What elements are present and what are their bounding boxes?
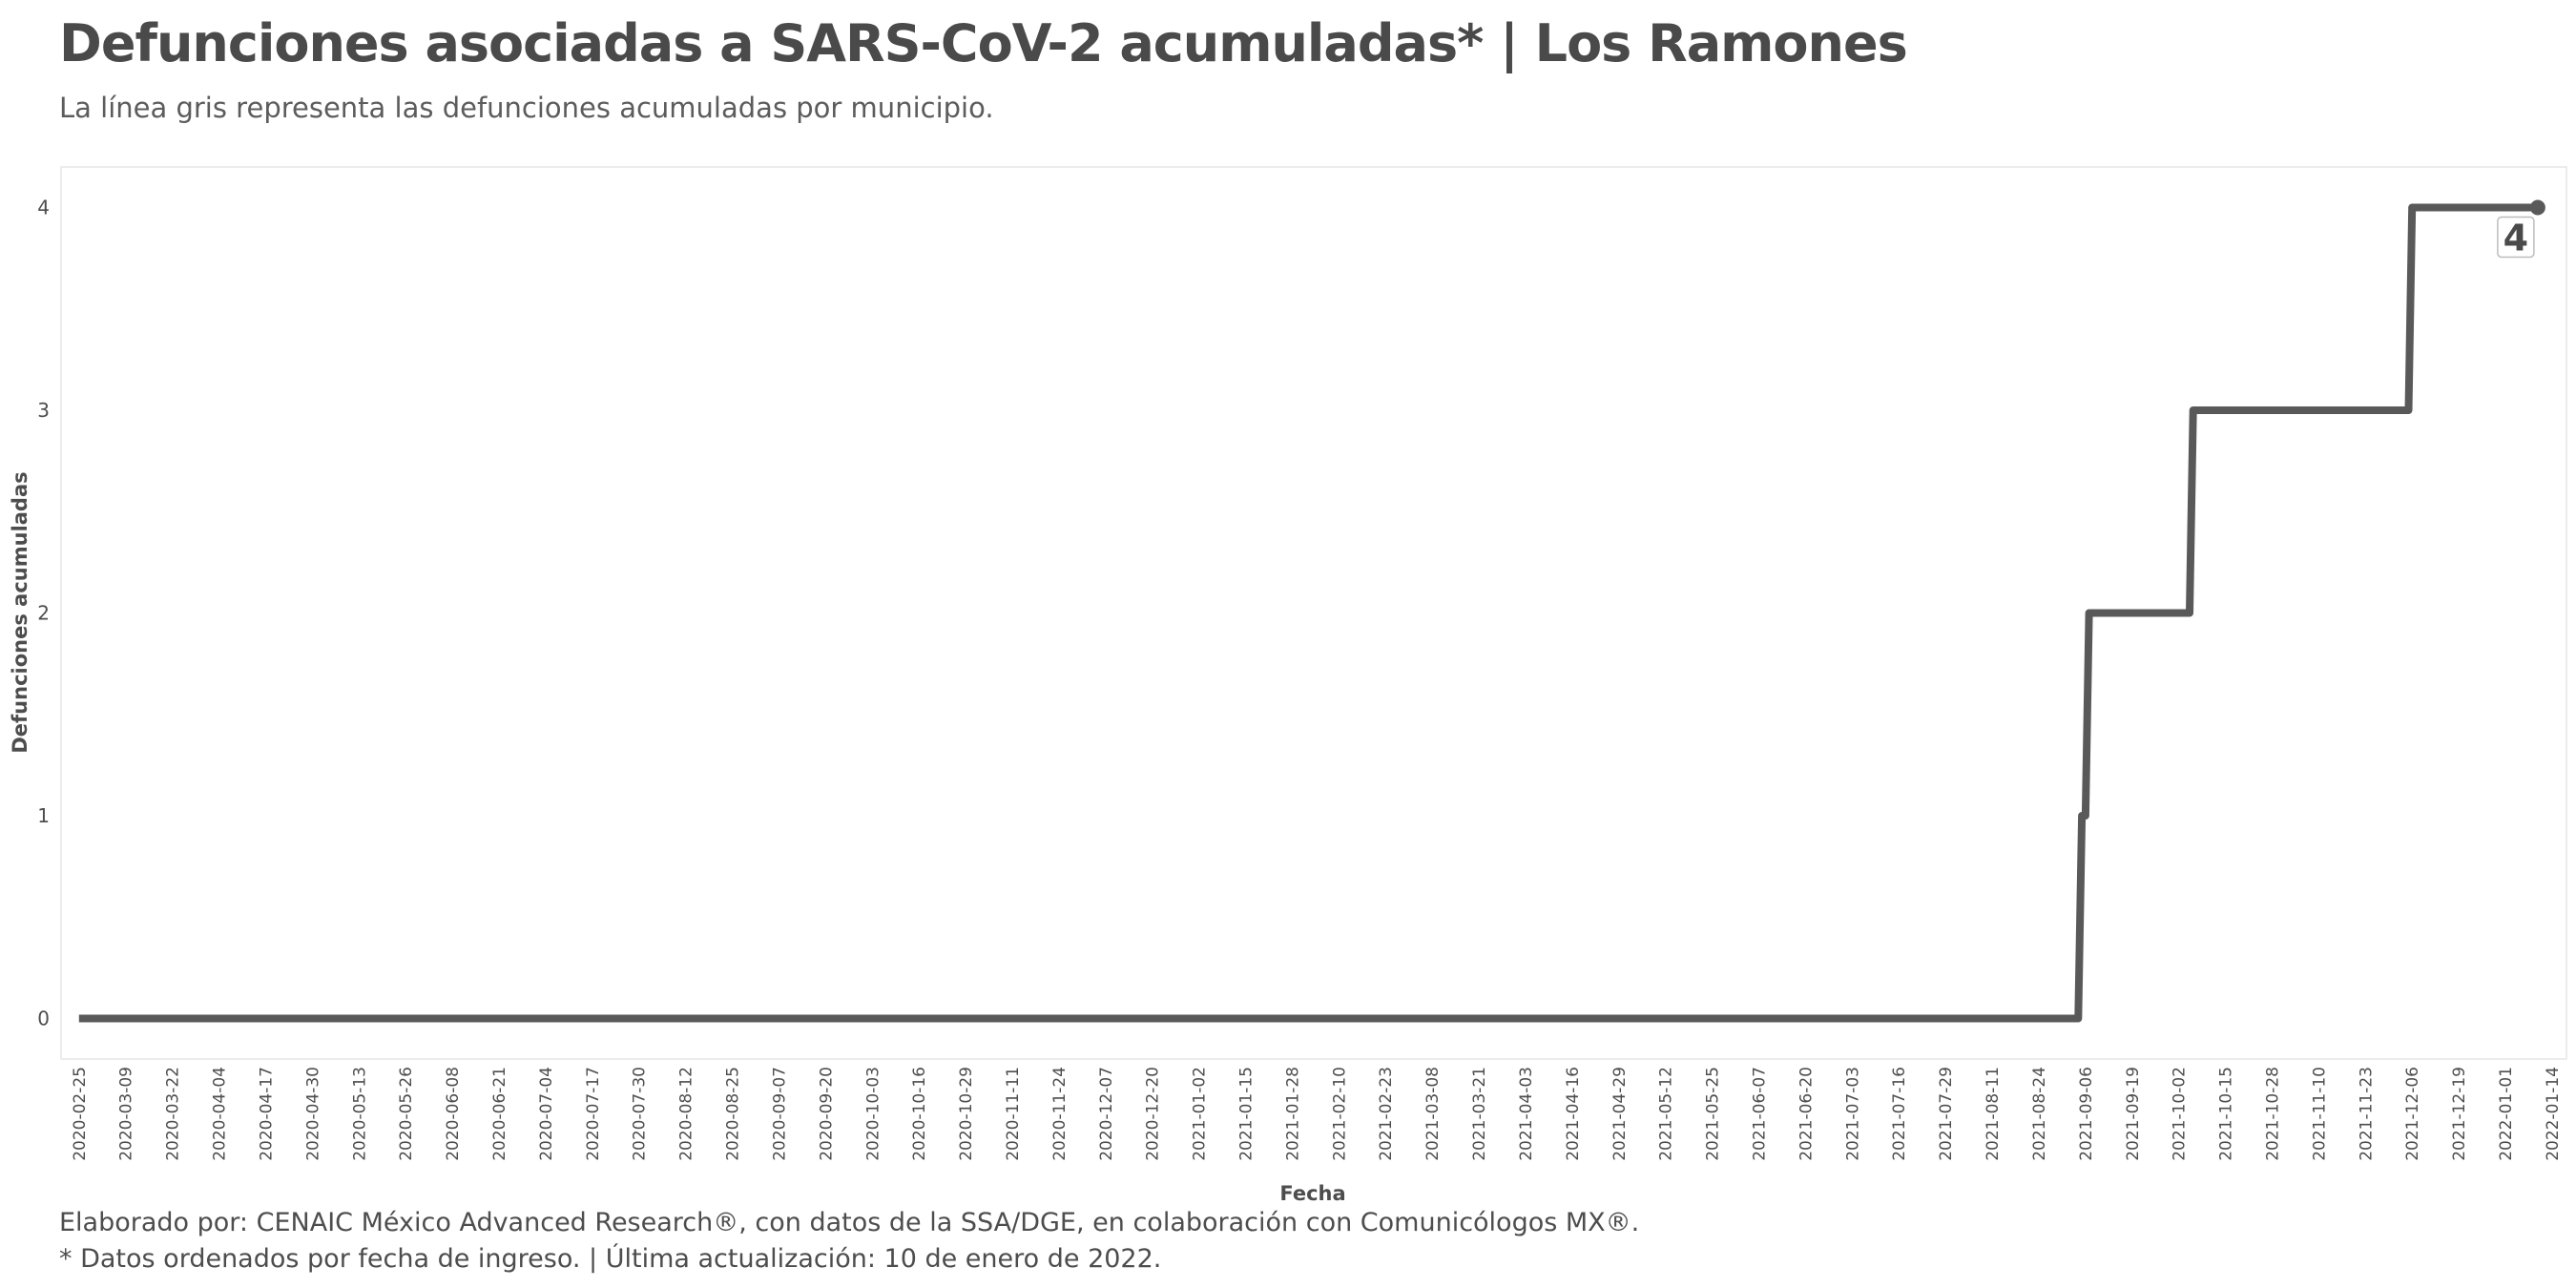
x-tick-label: 2021-11-23 (2357, 1067, 2376, 1161)
x-tick-label: 2020-12-20 (1144, 1067, 1163, 1161)
x-tick-label: 2020-04-30 (303, 1067, 322, 1161)
x-tick-label: 2020-03-22 (164, 1067, 183, 1161)
y-tick-label: 1 (37, 804, 50, 827)
x-tick-label: 2021-10-28 (2264, 1067, 2283, 1161)
x-tick-label: 2020-07-30 (631, 1067, 650, 1161)
series-layer: 4 (78, 199, 2545, 1023)
chart-subtitle: La línea gris representa las defunciones… (59, 92, 994, 124)
x-tick-label: 2021-08-11 (1984, 1067, 2003, 1161)
x-tick-label: 2021-04-29 (1610, 1067, 1630, 1161)
caption-note: * Datos ordenados por fecha de ingreso. … (59, 1244, 1162, 1274)
x-tick-label: 2020-09-20 (817, 1067, 836, 1161)
y-tick-label: 3 (37, 399, 50, 422)
x-tick-label: 2021-11-10 (2310, 1067, 2329, 1161)
caption-source: Elaborado por: CENAIC México Advanced Re… (59, 1208, 1640, 1237)
y-tick-label: 0 (37, 1008, 50, 1030)
y-tick-label: 4 (37, 197, 50, 219)
x-tick-label: 2021-03-08 (1423, 1067, 1443, 1161)
x-tick-label: 2021-07-16 (1890, 1067, 1909, 1161)
x-tick-label: 2022-01-14 (2544, 1067, 2563, 1161)
x-tick-label: 2021-01-28 (1283, 1067, 1302, 1161)
x-tick-label: 2021-05-12 (1657, 1067, 1676, 1161)
x-tick-label: 2020-06-21 (490, 1067, 509, 1161)
x-tick-label: 2021-09-06 (2077, 1067, 2096, 1161)
x-axis-ticks: 2020-02-25 2020-03-09 2020-03-22 2020-04-04… (71, 1067, 2563, 1161)
x-tick-label: 2021-07-29 (1937, 1067, 1956, 1161)
x-tick-label: 2020-05-13 (350, 1067, 369, 1161)
x-tick-label: 2020-06-08 (444, 1067, 463, 1161)
x-tick-label: 2020-10-16 (910, 1067, 929, 1161)
x-tick-label: 2021-12-19 (2450, 1067, 2469, 1161)
x-tick-label: 2021-02-10 (1330, 1067, 1349, 1161)
x-tick-label: 2021-02-23 (1377, 1067, 1396, 1161)
end-label-box (2497, 216, 2535, 259)
x-tick-label: 2020-02-25 (71, 1067, 90, 1161)
x-tick-label: 2020-04-17 (257, 1067, 276, 1161)
x-tick-label: 2020-08-12 (677, 1067, 696, 1161)
x-tick-label: 2020-12-07 (1097, 1067, 1116, 1161)
x-tick-label: 2021-04-03 (1517, 1067, 1536, 1161)
x-axis-title: Fecha (1279, 1182, 1345, 1202)
chart-title: Defunciones asociadas a SARS-CoV-2 acumu… (59, 13, 1908, 73)
plot-panel (60, 166, 2567, 1060)
x-tick-label: 2020-10-03 (863, 1067, 883, 1161)
x-tick-label: 2021-04-16 (1564, 1067, 1583, 1161)
y-axis-ticks: 0 1 2 3 4 (37, 197, 50, 1030)
x-tick-label: 2021-01-02 (1191, 1067, 1210, 1161)
end-value-label: 4 (2503, 218, 2528, 260)
series-line (78, 203, 2538, 1023)
x-tick-label: 2021-08-24 (2030, 1067, 2049, 1161)
x-tick-label: 2020-08-25 (724, 1067, 743, 1161)
x-tick-label: 2021-01-15 (1237, 1067, 1257, 1161)
x-tick-label: 2021-09-19 (2124, 1067, 2143, 1161)
end-point (2529, 199, 2545, 216)
x-tick-label: 2021-06-20 (1797, 1067, 1816, 1161)
x-tick-label: 2021-03-21 (1470, 1067, 1489, 1161)
x-tick-label: 2020-07-04 (537, 1067, 556, 1161)
x-tick-label: 2021-12-06 (2403, 1067, 2422, 1161)
x-tick-label: 2021-10-02 (2171, 1067, 2190, 1161)
x-tick-label: 2020-07-17 (584, 1067, 603, 1161)
x-tick-label: 2020-11-24 (1050, 1067, 1070, 1161)
x-tick-label: 2020-05-26 (397, 1067, 416, 1161)
x-tick-label: 2021-10-15 (2217, 1067, 2236, 1161)
x-tick-label: 2020-11-11 (1004, 1067, 1023, 1161)
x-tick-label: 2020-03-09 (117, 1067, 136, 1161)
y-tick-label: 2 (37, 602, 50, 625)
x-tick-label: 2020-10-29 (957, 1067, 976, 1161)
x-tick-label: 2021-07-03 (1843, 1067, 1862, 1161)
x-tick-label: 2022-01-01 (2497, 1067, 2516, 1161)
x-tick-label: 2020-09-07 (770, 1067, 789, 1161)
y-axis-title: Defunciones acumuladas (9, 471, 31, 753)
x-tick-label: 2020-04-04 (211, 1067, 230, 1161)
x-tick-label: 2021-06-07 (1751, 1067, 1770, 1161)
x-tick-label: 2021-05-25 (1704, 1067, 1723, 1161)
